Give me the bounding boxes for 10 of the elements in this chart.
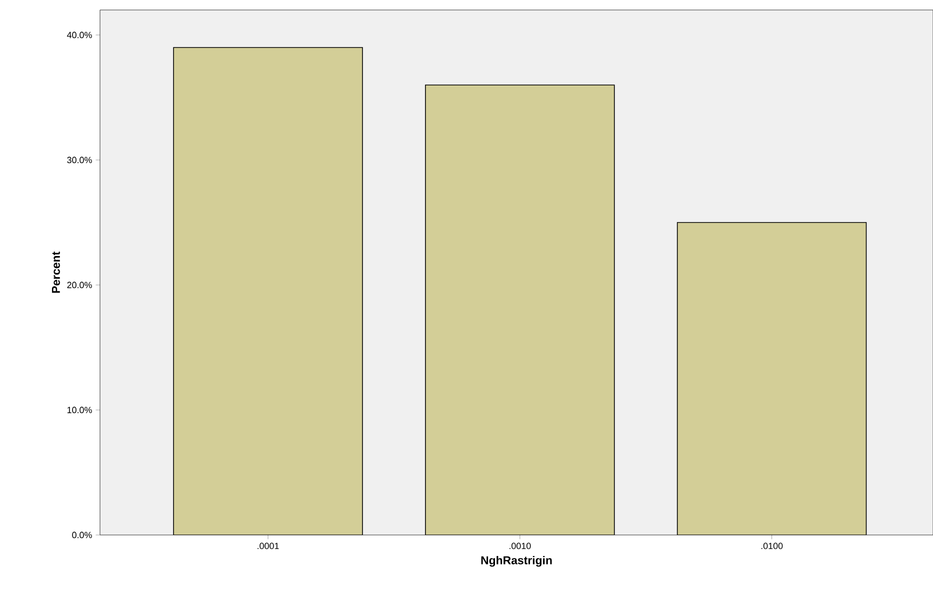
y-tick-label: 30.0% — [67, 156, 92, 164]
y-tick-label: 20.0% — [67, 282, 92, 288]
y-tick-label: 0.0% — [72, 532, 92, 538]
y-tick-label: 10.0% — [68, 406, 92, 414]
y-axis-title: Percent — [52, 252, 60, 293]
x-tick-label: .0001 — [258, 542, 279, 550]
x-axis-title: NghRastrigin — [481, 556, 552, 567]
y-tick-label: 40.0% — [67, 32, 92, 38]
x-tick-label: .0100 — [761, 542, 783, 550]
x-tick-label: .0010 — [510, 542, 531, 550]
